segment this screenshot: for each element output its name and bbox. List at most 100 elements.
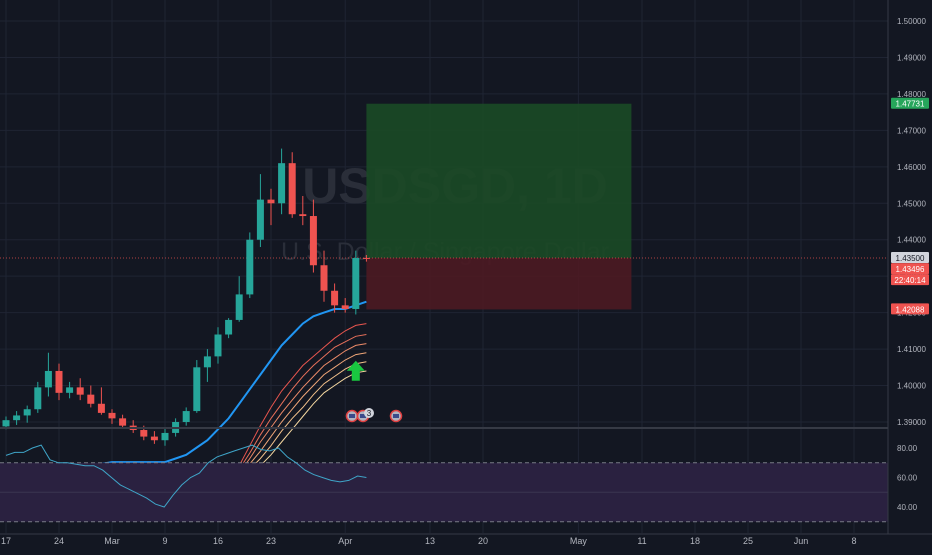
time-tick-label: 9 bbox=[162, 536, 167, 546]
event-markers: 3 bbox=[345, 360, 403, 423]
buy-arrow-icon bbox=[346, 360, 365, 381]
price-tick-label: 1.47000 bbox=[897, 126, 926, 135]
candle[interactable] bbox=[362, 255, 370, 262]
time-tick-label: 24 bbox=[54, 536, 64, 546]
candle-body bbox=[44, 370, 52, 388]
candle[interactable] bbox=[256, 174, 264, 248]
candle-body bbox=[193, 367, 201, 412]
candle[interactable] bbox=[246, 232, 254, 299]
price-label-box bbox=[891, 97, 929, 109]
candle[interactable] bbox=[34, 381, 42, 413]
candle-body bbox=[34, 387, 42, 410]
countdown-box bbox=[891, 274, 929, 286]
price-label-stop[interactable]: 1.42088 bbox=[891, 303, 929, 315]
price-label-target[interactable]: 1.47731 bbox=[891, 97, 929, 109]
candle-body bbox=[267, 199, 275, 204]
candle[interactable] bbox=[55, 363, 63, 401]
flag-stripe bbox=[393, 414, 399, 418]
candle[interactable] bbox=[76, 378, 84, 401]
candle[interactable] bbox=[44, 352, 52, 397]
candle-body bbox=[225, 319, 233, 335]
price-tick-label: 1.44000 bbox=[897, 236, 926, 245]
price-label-box bbox=[891, 251, 929, 263]
candle[interactable] bbox=[309, 199, 317, 273]
candle[interactable] bbox=[161, 427, 169, 446]
price-tick-label: 1.48000 bbox=[897, 90, 926, 99]
price-tick-label: 1.45000 bbox=[897, 199, 926, 208]
candle[interactable] bbox=[119, 414, 127, 428]
candle[interactable] bbox=[13, 411, 21, 425]
candle-body bbox=[108, 412, 116, 419]
candle-body bbox=[66, 387, 74, 393]
flag-us-icon[interactable] bbox=[389, 409, 403, 423]
price-label-entry[interactable]: 1.43500 bbox=[891, 251, 929, 263]
time-tick-label: 20 bbox=[478, 536, 488, 546]
candles bbox=[2, 148, 370, 446]
time-tick-label: 13 bbox=[425, 536, 435, 546]
candle[interactable] bbox=[288, 152, 296, 218]
candle-body bbox=[87, 394, 95, 404]
price-label-text: 1.47731 bbox=[896, 100, 925, 109]
candle-body bbox=[246, 239, 254, 295]
candle[interactable] bbox=[66, 381, 74, 399]
price-tick-label: 1.39000 bbox=[897, 418, 926, 427]
stop-zone[interactable] bbox=[366, 257, 632, 310]
candle[interactable] bbox=[214, 327, 222, 364]
candle-body bbox=[55, 370, 63, 393]
candle[interactable] bbox=[108, 409, 116, 424]
candle[interactable] bbox=[320, 250, 328, 302]
time-tick-label: Apr bbox=[338, 536, 352, 546]
time-tick-label: 16 bbox=[213, 536, 223, 546]
price-label-text: 1.43500 bbox=[896, 254, 925, 263]
candle-body bbox=[362, 257, 370, 259]
candle[interactable] bbox=[278, 148, 286, 215]
candle[interactable] bbox=[182, 407, 190, 426]
time-tick-label: Jun bbox=[794, 536, 809, 546]
time-tick-label: 25 bbox=[743, 536, 753, 546]
candle[interactable] bbox=[331, 283, 339, 313]
price-tick-label: 1.49000 bbox=[897, 53, 926, 62]
time-tick-label: 8 bbox=[851, 536, 856, 546]
time-tick-label: May bbox=[570, 536, 588, 546]
candle[interactable] bbox=[150, 431, 158, 444]
ribbon-line bbox=[217, 323, 367, 496]
candle-body bbox=[235, 294, 243, 320]
candle-body bbox=[161, 432, 169, 441]
price-label-last[interactable]: 1.43496 22:40:14 bbox=[891, 263, 929, 286]
candle[interactable] bbox=[235, 276, 243, 322]
candle[interactable] bbox=[97, 387, 105, 415]
candle-body bbox=[23, 409, 31, 416]
candle-body bbox=[97, 403, 105, 413]
candle[interactable] bbox=[267, 188, 275, 226]
rsi-pane bbox=[0, 444, 888, 523]
time-tick-label: 11 bbox=[637, 536, 646, 546]
long-position-tool bbox=[0, 103, 888, 310]
candle[interactable] bbox=[87, 385, 95, 408]
price-label-text: 1.43496 bbox=[896, 265, 925, 274]
candle[interactable] bbox=[225, 318, 233, 339]
candle-body bbox=[331, 290, 339, 306]
candle[interactable] bbox=[193, 360, 201, 413]
candle[interactable] bbox=[352, 250, 360, 315]
countdown-text: 22:40:14 bbox=[894, 276, 926, 285]
candle-body bbox=[278, 163, 286, 204]
candle-body bbox=[76, 387, 84, 395]
candle-body bbox=[182, 411, 190, 422]
time-tick-label: 23 bbox=[266, 536, 276, 546]
price-tick-label: 1.50000 bbox=[897, 17, 926, 26]
candle-body bbox=[288, 163, 296, 215]
candle[interactable] bbox=[203, 349, 211, 382]
candle[interactable] bbox=[23, 405, 31, 423]
candle[interactable] bbox=[299, 195, 307, 226]
price-tick-label: 1.40000 bbox=[897, 382, 926, 391]
target-zone[interactable] bbox=[366, 103, 632, 258]
candle-body bbox=[150, 436, 158, 441]
candle-body bbox=[119, 418, 127, 426]
event-count-badge[interactable]: 3 bbox=[364, 408, 374, 418]
candle[interactable] bbox=[341, 298, 349, 313]
price-label-box bbox=[891, 303, 929, 315]
flag-us-icon[interactable] bbox=[345, 409, 359, 423]
time-tick-label: 17 bbox=[1, 536, 11, 546]
